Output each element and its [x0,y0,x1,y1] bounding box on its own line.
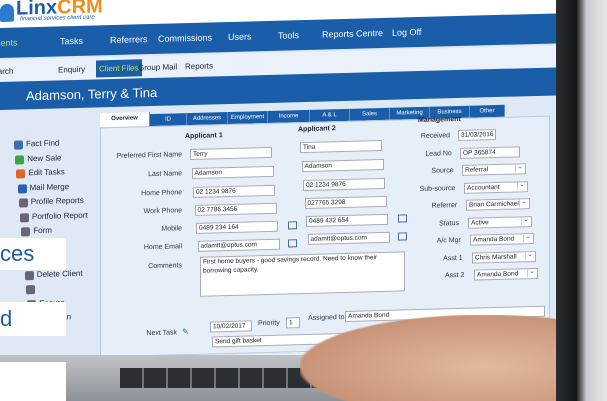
tab-other[interactable]: Other [470,104,505,118]
crm-screen: LinxCRM financial services client care C… [0,0,560,360]
applicant1-field[interactable]: 0489 234 164 [196,220,278,234]
applicant1-field[interactable]: Adamson [191,165,274,179]
field-label: Last Name [148,170,182,179]
nav-users[interactable]: Users [228,31,252,43]
mgmt-referrer[interactable]: Brian Carmichael [466,198,530,211]
tab-sales[interactable]: Sales [350,107,390,121]
applicant2-header: Applicant 2 [298,125,336,134]
nav-tools[interactable]: Tools [278,30,300,41]
client-title: Adamson, Terry & Tina [26,84,158,104]
applicant2-field[interactable]: 0489 432 654 [306,213,388,227]
edit-pencil-icon[interactable]: ✎ [182,327,189,337]
sidebar-item[interactable]: Portfolio Report [32,210,88,221]
sidebar-icon [24,270,34,280]
applicant1-field[interactable]: 02 1234 9876 [193,184,275,198]
sms-icon[interactable] [398,214,407,223]
applicant2-field[interactable]: Tina [300,139,382,154]
email-icon[interactable] [398,232,407,241]
mgmt-status[interactable]: Active [468,215,532,229]
sidebar-icon [20,212,29,222]
nav-referrers[interactable]: Referrers [110,34,148,46]
nav-commissions[interactable]: Commissions [158,32,213,44]
applicant2-field[interactable]: Adamson [301,158,384,173]
tab-income[interactable]: Income [268,109,310,123]
mgmt-label: Referrer [431,202,458,210]
tab-addresses[interactable]: Addresses [187,112,228,126]
tab-a-l[interactable]: A & L [310,108,350,122]
mgmt-label: Sub-source [419,184,456,193]
subnav-client-files[interactable]: Client Files [96,59,142,78]
sidebar-item[interactable]: Edit Tasks [28,167,65,178]
mgmt-a-c-mgr[interactable]: Amanda Bond [470,233,534,246]
overlay-box-3 [0,362,66,401]
sidebar-icon [16,169,26,179]
sidebar-item[interactable]: Fact Find [26,138,60,149]
mgmt-label: Status [439,219,459,228]
field-label: Work Phone [143,207,182,216]
email-icon[interactable] [288,239,297,248]
mgmt-label: Received [420,132,450,140]
applicant1-field[interactable]: adamtt@optus.com [197,238,280,252]
sidebar-item[interactable]: Profile Reports [30,195,84,207]
applicant1-field[interactable]: 02 7786 3456 [194,202,277,216]
laptop-bezel [556,0,607,401]
priority-label: Priority [258,319,280,328]
sidebar-icon [15,154,25,165]
sidebar-icon [26,285,35,295]
management-header: Management [418,115,461,125]
person-logo-icon [0,3,14,23]
priority-field[interactable]: 1 [286,317,300,329]
sidebar-item[interactable]: Form [33,225,52,236]
applicant2-field[interactable]: 027765 3298 [304,195,387,210]
nav-reports-centre[interactable]: Reports Centre [322,27,384,40]
mgmt-source[interactable]: Referral [462,163,526,176]
subnav-search[interactable]: Search [0,66,14,77]
sidebar-item[interactable]: Mail Merge [29,181,70,192]
sidebar-icon [18,198,28,208]
mgmt-label: Asst 1 [443,254,463,262]
sidebar-icon [14,140,23,150]
mgmt-lead-no[interactable]: OP 365874 [460,145,520,159]
mgmt-received[interactable]: 31/03/2016 [458,129,496,142]
sms-icon[interactable] [288,221,297,230]
mgmt-asst-1[interactable]: Chris Marshall [472,250,536,264]
applicant2-field[interactable]: 02 1234 9876 [303,177,385,192]
nav-clients[interactable]: Clients [0,37,18,49]
hand [300,315,607,401]
sidebar-icon [21,227,31,237]
overlay-text-1: ces [0,238,66,270]
field-label: Home Phone [141,189,182,198]
field-label: Home Email [143,243,182,252]
overlay-text-2: d [0,302,66,336]
tab-id[interactable]: ID [150,113,187,127]
comments-textarea[interactable]: First home buyers - good savings record.… [200,251,405,297]
applicant1-field[interactable]: Terry [190,146,272,161]
tab-overview[interactable]: Overview [100,112,150,128]
sidebar-icon [17,183,27,194]
mgmt-label: Source [431,167,454,175]
field-label: Mobile [161,225,182,233]
subnav-reports[interactable]: Reports [185,61,214,72]
sidebar-item[interactable]: New Sale [27,152,62,163]
mgmt-asst-2[interactable]: Amanda Bond [474,267,538,281]
logo-tagline: financial services client care [20,14,95,23]
mgmt-label: Lead No [425,149,452,158]
nav-log-off[interactable]: Log Off [392,26,422,38]
nav-tasks[interactable]: Tasks [60,35,84,47]
tab-employment[interactable]: Employment [228,110,268,125]
applicant2-field[interactable]: adamtt@optus.com [307,231,390,245]
mgmt-label: A/c Mgr [436,236,461,245]
next-task-label: Next Task [146,329,177,338]
mgmt-label: Asst 2 [444,271,465,280]
subnav-enquiry[interactable]: Enquiry [58,64,86,75]
field-label: Comments [148,262,182,271]
next-task-date[interactable]: 10/02/2017 [210,320,252,333]
mgmt-sub-source[interactable]: Accountant [464,180,528,194]
subnav-group-mail[interactable]: Group Mail [138,62,178,73]
applicant1-header: Applicant 1 [185,132,223,141]
